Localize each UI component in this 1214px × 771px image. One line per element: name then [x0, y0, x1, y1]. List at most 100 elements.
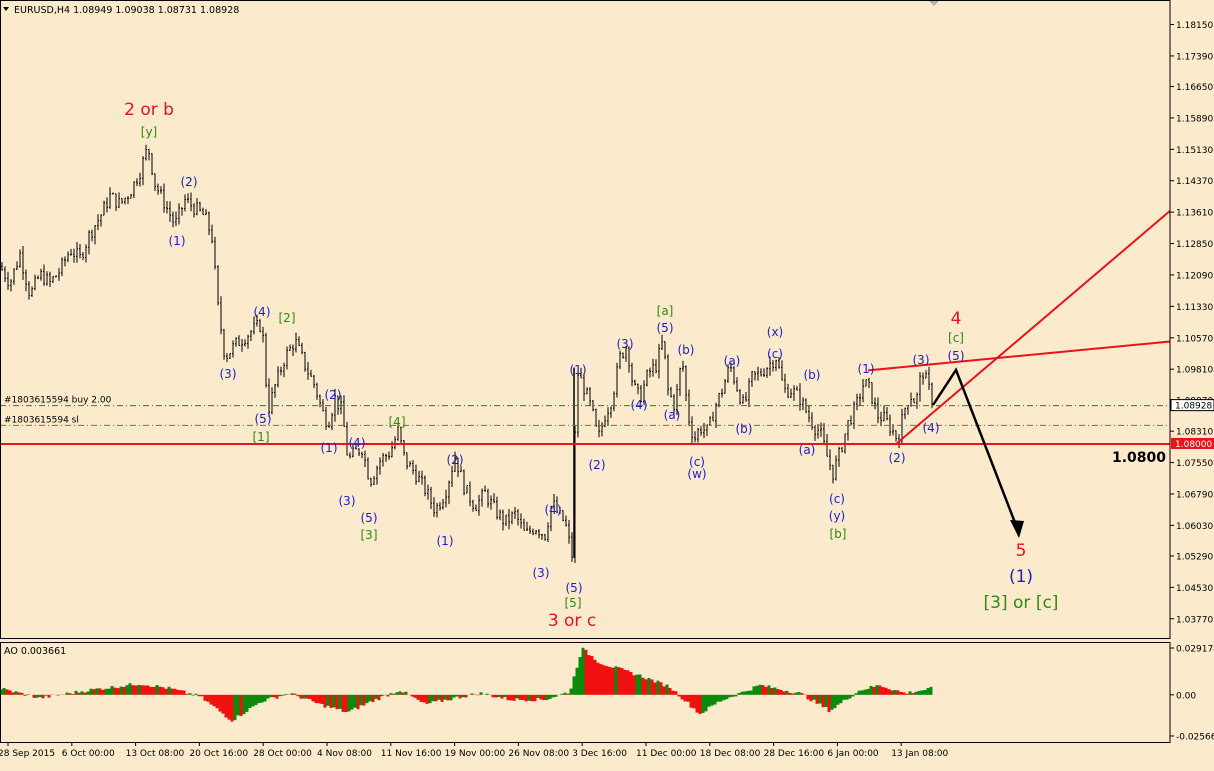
wave-label: (5): [255, 412, 272, 426]
lower-triangle-line[interactable]: [896, 210, 1171, 444]
wave-label: (3): [220, 367, 237, 381]
wave-label: (1): [321, 441, 338, 455]
time-tick-label: 13 Jan 08:00: [891, 749, 948, 759]
price-tick-label: 1.07550: [1176, 459, 1213, 469]
wave-label: (c): [767, 347, 783, 361]
wave-label: (2): [325, 388, 342, 402]
wave-label: (3): [533, 566, 550, 580]
wave-labels-layer: 2 or b [y] (2) (1) (4) [2] (3) (5) [1] (2) [4] (1) (…: [124, 100, 1058, 631]
support-price-box: [1171, 437, 1214, 449]
wave-label: (3): [339, 494, 356, 508]
wave-label: (2): [889, 451, 906, 465]
candles-layer: [1, 144, 933, 564]
time-tick-label: 28 Dec 16:00: [764, 749, 825, 759]
wave-label: (w): [687, 467, 706, 481]
ao-label: AO 0.003661: [4, 646, 66, 657]
ao-tick-label: -0.02566: [1176, 733, 1214, 743]
wave-label: (1): [1009, 567, 1033, 587]
wave-label: [2]: [279, 311, 296, 325]
wave-label: (c): [829, 492, 845, 506]
price-tick-label: 1.10570: [1176, 334, 1213, 344]
time-tick-label: 20 Oct 16:00: [189, 749, 248, 759]
time-tick-label: 13 Oct 08:00: [126, 749, 185, 759]
wave-label: (b): [804, 368, 821, 382]
price-panel-frame: [0, 0, 1171, 639]
wave-label: (3): [617, 337, 634, 351]
price-tick-label: 1.13610: [1176, 209, 1213, 219]
time-tick-label: 11 Nov 16:00: [381, 749, 442, 759]
wave-label: (4): [631, 398, 648, 412]
arrow-head-icon: [1010, 520, 1024, 538]
support-price-box-label: 1.08000: [1175, 440, 1212, 450]
price-tick-label: 1.06790: [1176, 490, 1213, 500]
ao-tick-label: 0.029174: [1176, 645, 1214, 655]
wave-label: (a): [724, 354, 741, 368]
price-tick-label: 1.04530: [1176, 584, 1213, 594]
price-tick-label: 1.18150: [1176, 21, 1213, 31]
price-tick-label: 1.06030: [1176, 522, 1213, 532]
price-tick-label: 1.14370: [1176, 177, 1213, 187]
wave-label: 3 or c: [548, 611, 596, 631]
wave-label: (x): [767, 325, 783, 339]
wave-label: (5): [948, 349, 965, 363]
time-tick-label: 6 Jan 00:00: [827, 749, 879, 759]
wave-label: 2 or b: [124, 100, 174, 120]
current-price-box: [1170, 399, 1214, 412]
wave-label: (4): [254, 305, 271, 319]
price-tick-label: 1.15890: [1176, 114, 1213, 124]
current-price-box-label: 1.08928: [1175, 402, 1212, 412]
wave-label: (3): [913, 353, 930, 367]
projection-path: [931, 367, 1021, 534]
dropdown-icon[interactable]: [3, 7, 9, 11]
wave-label: (4): [545, 503, 562, 517]
wave-label: (2): [589, 458, 606, 472]
wave-label: 4: [951, 309, 962, 329]
wave-label: (y): [829, 509, 845, 523]
wave-label: [3] or [c]: [984, 593, 1059, 613]
wave-label: (1): [570, 363, 587, 377]
price-tick-label: 1.12850: [1176, 240, 1213, 250]
wave-label: (a): [799, 443, 816, 457]
time-tick-label: 28 Oct 00:00: [253, 749, 312, 759]
wave-label: [3]: [361, 528, 378, 542]
price-tick-label: 1.03770: [1176, 615, 1213, 625]
price-tick-label: 1.17390: [1176, 52, 1213, 62]
time-tick-label: 4 Nov 08:00: [317, 749, 372, 759]
time-tick-label: 19 Nov 00:00: [445, 749, 506, 759]
wave-label: [5]: [565, 596, 582, 610]
wave-label: [1]: [253, 430, 270, 444]
price-tick-label: 1.05290: [1176, 552, 1213, 562]
wave-label: (1): [858, 362, 875, 376]
wave-label: (c): [689, 455, 705, 469]
time-tick-label: 26 Nov 08:00: [508, 749, 569, 759]
wave-label: (5): [566, 581, 583, 595]
price-tick-label: 1.09810: [1176, 366, 1213, 376]
shift-marker-icon[interactable]: [929, 1, 939, 6]
wave-label: [c]: [948, 331, 964, 345]
ao-panel-frame: [0, 642, 1171, 743]
wave-label: [b]: [830, 527, 847, 541]
wave-label: (b): [736, 422, 753, 436]
wave-label: (5): [657, 321, 674, 335]
wave-label: [y]: [141, 125, 157, 139]
price-tick-label: 1.16650: [1176, 83, 1213, 93]
price-tick-label: 1.08310: [1176, 428, 1213, 438]
upper-triangle-line[interactable]: [867, 340, 1171, 372]
wave-label: (2): [181, 175, 198, 189]
wave-label: (1): [437, 534, 454, 548]
ao-tick-label: 0.00: [1176, 691, 1196, 701]
wave-label: (2): [447, 453, 464, 467]
time-tick-label: 18 Dec 08:00: [700, 749, 761, 759]
wave-label: (4): [349, 436, 366, 450]
wave-label: (1): [169, 234, 186, 248]
wave-label: (4): [923, 421, 940, 435]
time-tick-label: 3 Dec 16:00: [572, 749, 627, 759]
wave-label: [4]: [389, 415, 406, 429]
wave-label: (b): [678, 343, 695, 357]
price-tick-label: 1.11330: [1176, 303, 1213, 313]
wave-label: (a): [664, 408, 681, 422]
wave-label: (5): [361, 511, 378, 525]
